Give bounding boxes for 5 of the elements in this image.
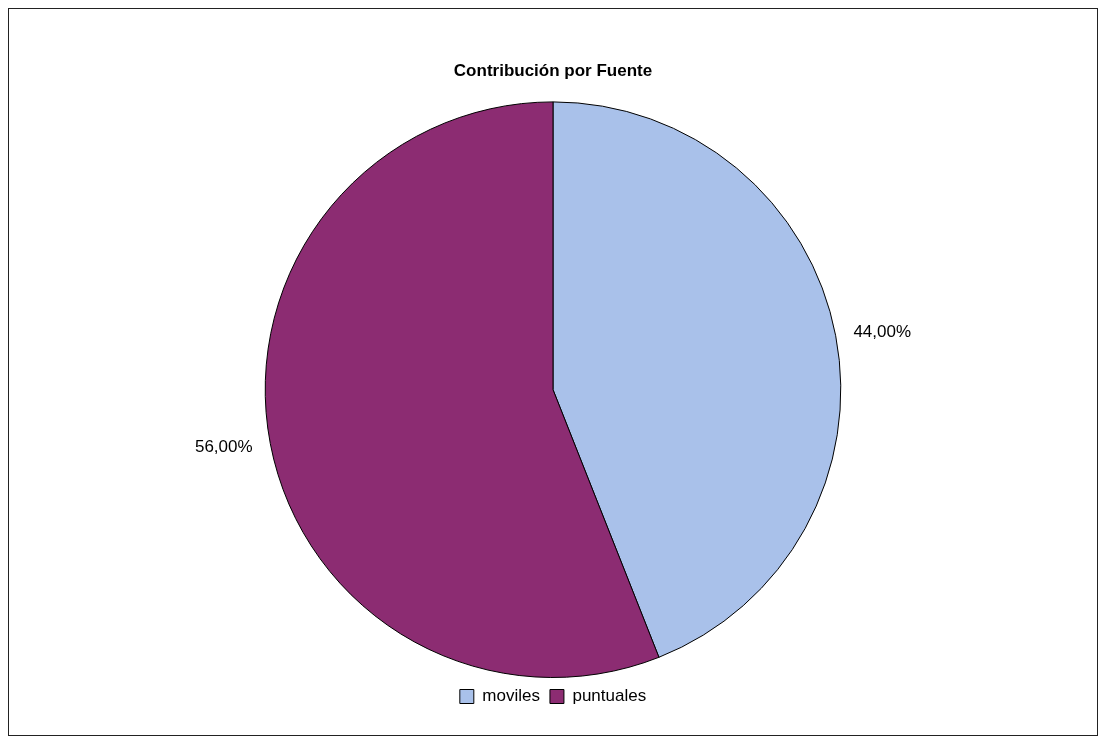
legend-label: puntuales: [572, 686, 647, 706]
legend-label: moviles: [482, 686, 540, 706]
data-label: 44,00%: [853, 322, 912, 342]
chart-title: Contribución por Fuente: [453, 60, 653, 80]
data-label: 56,00%: [194, 436, 253, 456]
